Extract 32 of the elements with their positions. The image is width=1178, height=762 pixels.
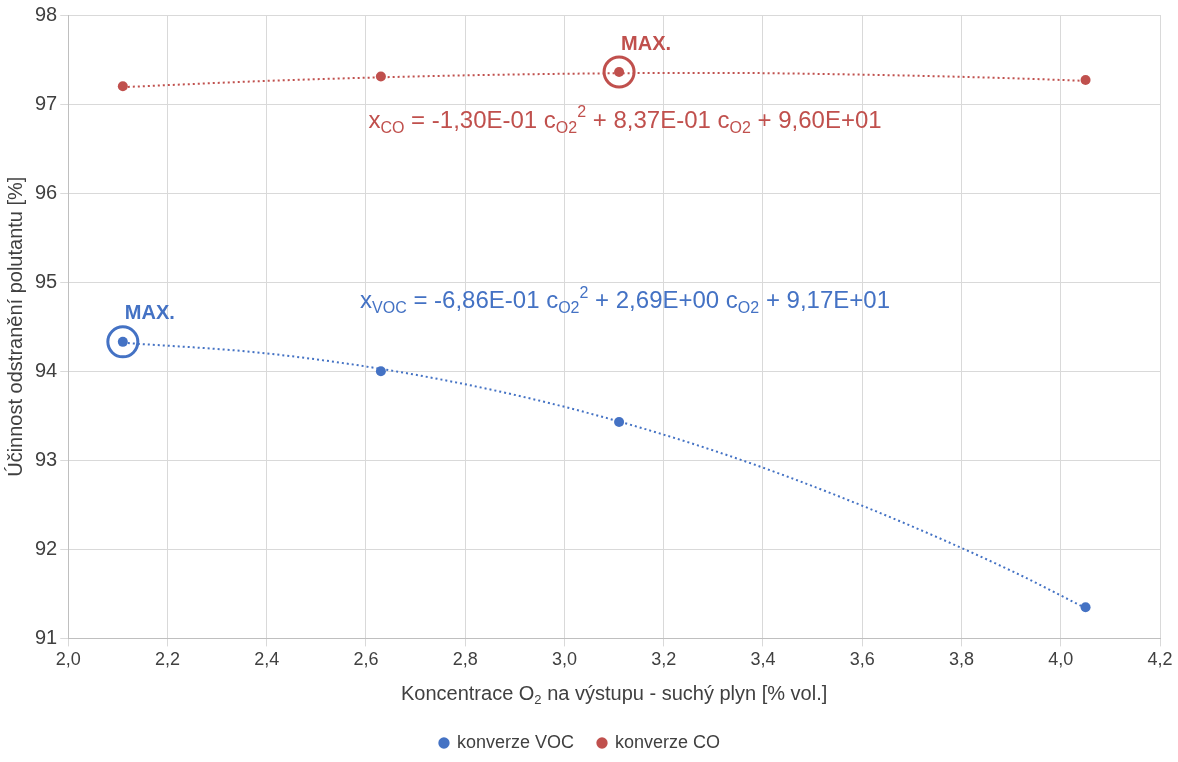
x-tick-label: 3,2: [651, 649, 677, 670]
y-tick-label: 92: [35, 536, 58, 559]
x-tick-label: 2,4: [254, 649, 280, 670]
y-tick-label: 97: [35, 91, 58, 114]
point: [117, 81, 128, 92]
point: [1080, 602, 1091, 613]
y-tick-label: 96: [35, 180, 58, 203]
x-tick-label: 3,6: [849, 649, 875, 670]
y-tick-label: 93: [35, 447, 58, 470]
y-tick-label: 98: [35, 2, 58, 25]
x-tick-label: 3,8: [948, 649, 975, 670]
legend-label: konverze VOC: [456, 731, 575, 752]
x-tick-label: 4,2: [1147, 649, 1173, 670]
x-tick-label: 4,0: [1048, 649, 1074, 670]
x-tick-label: 2,2: [154, 649, 181, 670]
legend-label: konverze CO: [615, 731, 721, 752]
x-tick-label: 2,0: [55, 649, 81, 670]
x-tick-label: 2,8: [452, 649, 478, 670]
point: [375, 366, 386, 377]
x-tick-label: 2,6: [353, 649, 379, 670]
x-tick-label: 3,0: [551, 649, 578, 670]
y-tick-label: 95: [35, 269, 58, 292]
point: [614, 416, 625, 427]
y-tick-label: 94: [35, 358, 58, 381]
annotation: MAX.: [124, 301, 175, 324]
point: [375, 71, 386, 82]
y-axis-title: Účinnost odstranění polutantu [%]: [3, 176, 26, 477]
point: [106, 325, 140, 359]
y-tick-label: 91: [35, 625, 58, 648]
annotation: MAX.: [621, 31, 672, 54]
point: [1080, 75, 1091, 86]
x-tick-label: 3,4: [750, 649, 776, 670]
